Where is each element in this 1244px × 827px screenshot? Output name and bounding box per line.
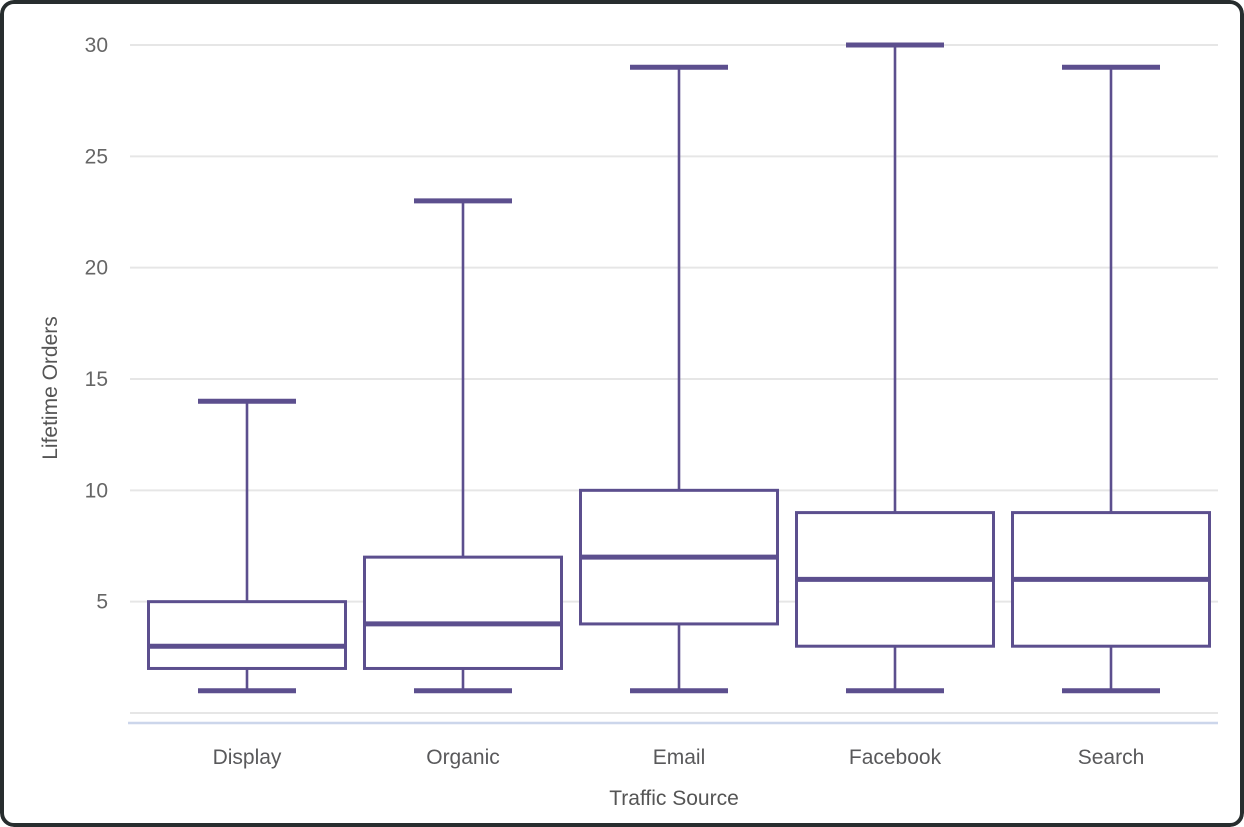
y-tick-label-25: 25 xyxy=(85,145,108,168)
boxplot-display[interactable] xyxy=(147,398,347,694)
category-label-search: Search xyxy=(1078,746,1145,769)
y-tick-label-20: 20 xyxy=(85,257,108,280)
category-label-display: Display xyxy=(213,746,282,769)
boxplot-facebook[interactable] xyxy=(795,42,995,694)
boxplot-search[interactable] xyxy=(1011,64,1211,694)
category-label-email: Email xyxy=(653,746,706,769)
y-tick-label-15: 15 xyxy=(85,368,108,391)
boxplot-series xyxy=(147,42,1211,694)
axis-labels: 5 10 15 20 25 30 Display Organic Email Facebook Se… xyxy=(85,34,1145,769)
y-tick-label-30: 30 xyxy=(85,34,108,57)
y-tick-label-10: 10 xyxy=(85,479,108,502)
iqr-box xyxy=(147,600,347,670)
x-axis-title: Traffic Source xyxy=(609,787,739,810)
y-tick-label-5: 5 xyxy=(96,591,108,614)
boxplot-email[interactable] xyxy=(579,64,779,694)
iqr-box xyxy=(363,555,563,670)
category-label-facebook: Facebook xyxy=(849,746,942,769)
boxplot-organic[interactable] xyxy=(363,198,563,694)
category-label-organic: Organic xyxy=(426,746,500,769)
y-axis-title: Lifetime Orders xyxy=(39,316,62,460)
